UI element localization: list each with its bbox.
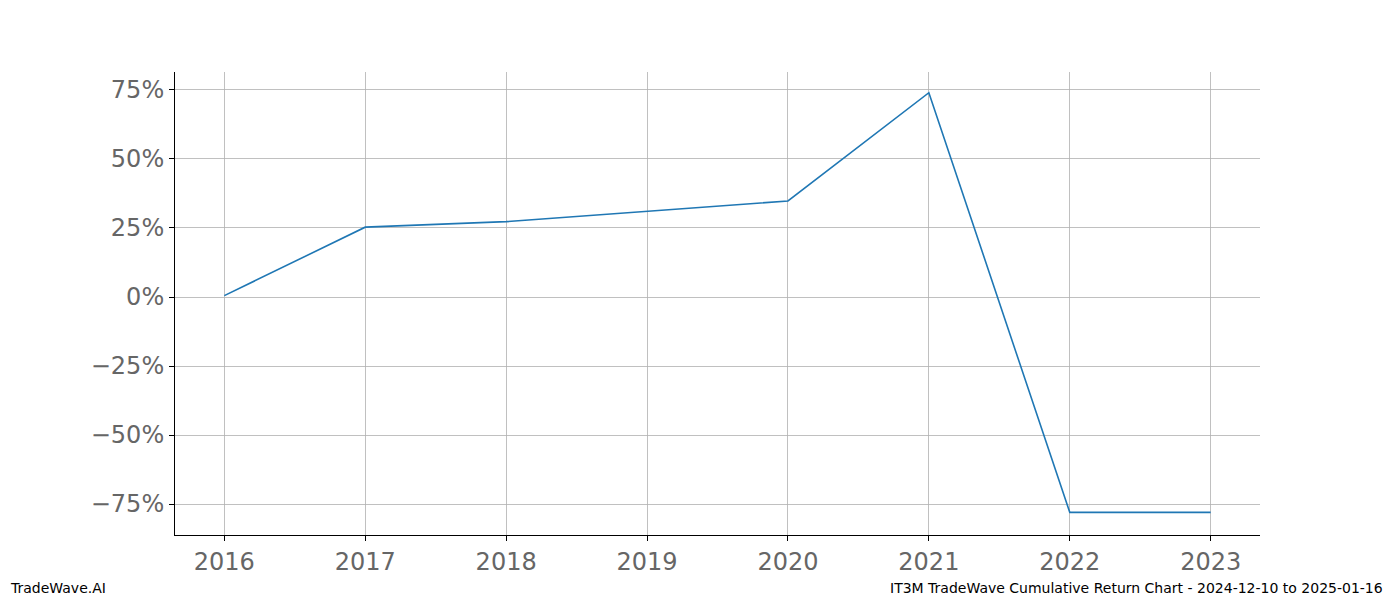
svg-text:75%: 75%	[111, 76, 164, 104]
svg-text:−75%: −75%	[91, 490, 164, 518]
svg-text:IT3M TradeWave Cumulative Retu: IT3M TradeWave Cumulative Return Chart -…	[890, 580, 1383, 596]
svg-text:−25%: −25%	[91, 352, 164, 380]
svg-text:2021: 2021	[898, 548, 959, 576]
svg-text:2019: 2019	[617, 548, 678, 576]
svg-text:50%: 50%	[111, 145, 164, 173]
svg-text:−50%: −50%	[91, 421, 164, 449]
svg-text:TradeWave.AI: TradeWave.AI	[10, 580, 106, 596]
svg-text:2023: 2023	[1180, 548, 1241, 576]
svg-text:0%: 0%	[126, 283, 164, 311]
svg-text:2022: 2022	[1039, 548, 1100, 576]
svg-text:2018: 2018	[476, 548, 537, 576]
svg-text:25%: 25%	[111, 214, 164, 242]
svg-text:2016: 2016	[194, 548, 255, 576]
svg-text:2017: 2017	[335, 548, 396, 576]
svg-text:2020: 2020	[757, 548, 818, 576]
